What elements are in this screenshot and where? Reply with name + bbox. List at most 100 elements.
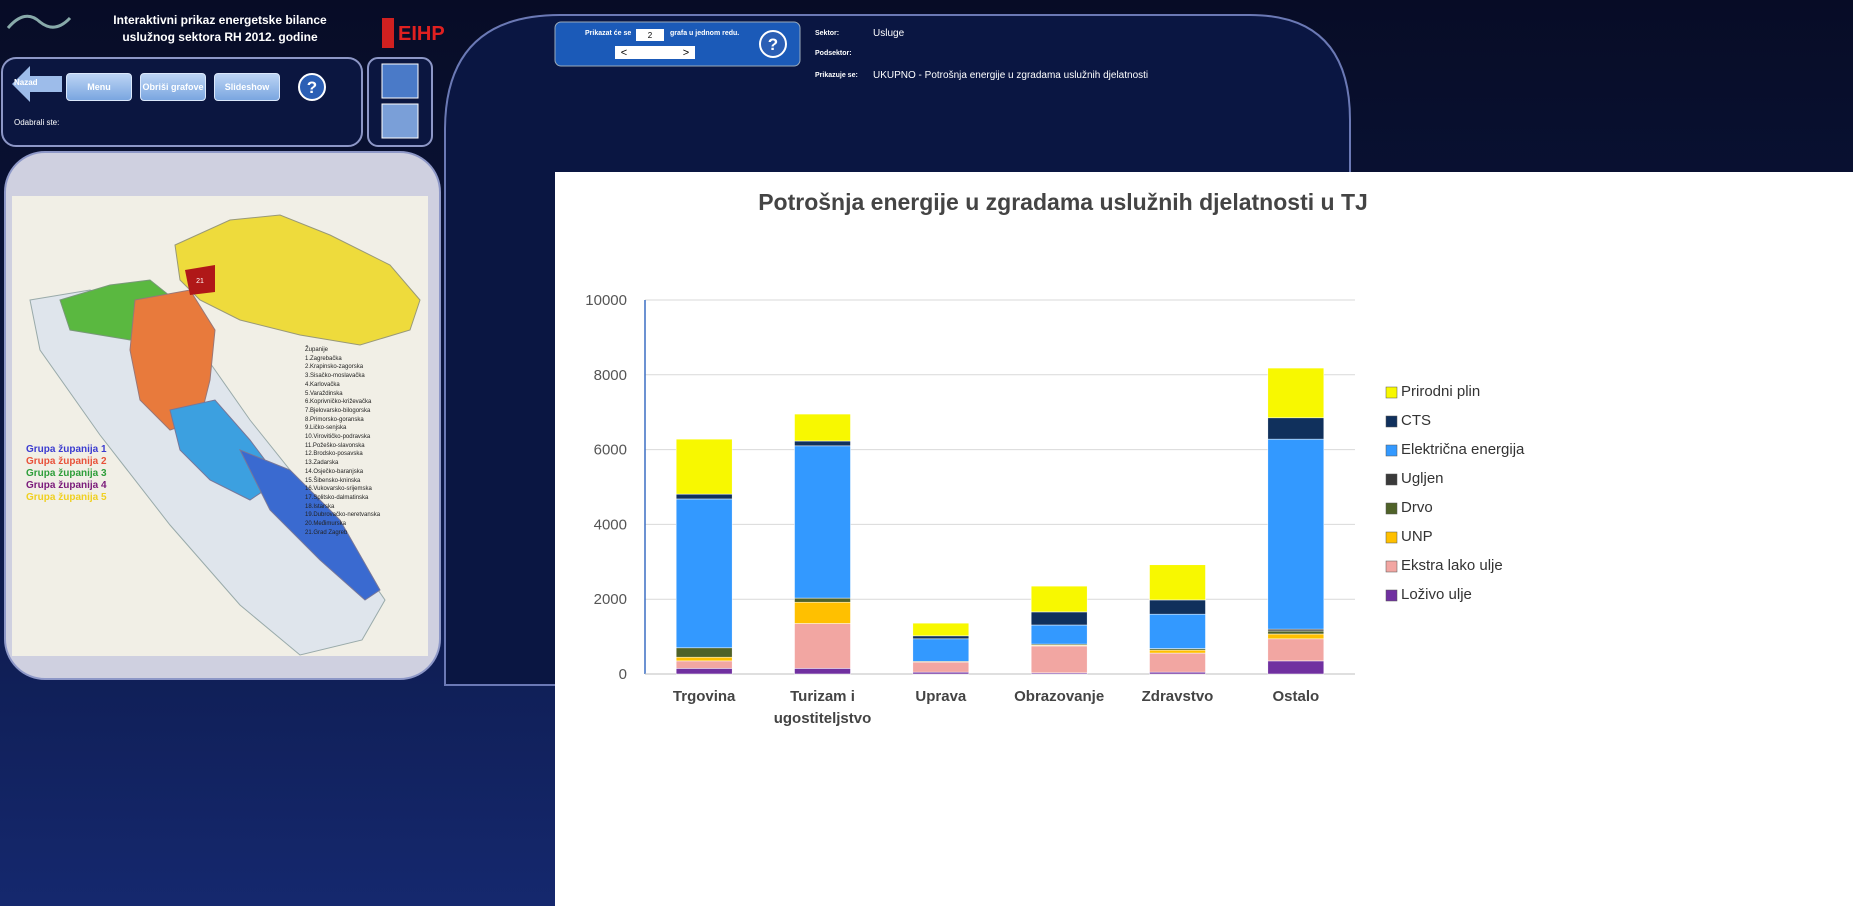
bar-segment — [1030, 585, 1088, 613]
map-group: Grupa županija 1 — [26, 444, 107, 455]
bar-segment — [1149, 599, 1206, 615]
chart-area — [555, 172, 1853, 906]
bar-segment — [912, 622, 970, 637]
chart-title: Potrošnja energije u zgradama uslužnih d… — [758, 189, 1368, 215]
county: 18.Istarska — [305, 503, 335, 510]
bar-segment — [675, 656, 733, 662]
slideshow-button[interactable]: Slideshow — [214, 73, 280, 101]
bar-segment — [675, 498, 733, 649]
county: 20.Međimurska — [305, 521, 347, 528]
bar-segment — [794, 601, 851, 624]
bar-segment — [1149, 649, 1206, 654]
menu-button[interactable]: Menu — [66, 73, 132, 101]
county: 12.Brodsko-posavska — [305, 451, 363, 458]
bar-segment — [675, 647, 733, 658]
bar-segment — [1267, 438, 1325, 630]
showing-value: UKUPNO - Potrošnja energije u zgradama u… — [873, 70, 1149, 81]
back-arrow[interactable] — [12, 66, 62, 102]
map-marker: 21 — [196, 278, 204, 285]
bar-segment — [1267, 638, 1325, 662]
county: 13.Zadarska — [305, 460, 339, 467]
map-group: Grupa županija 2 — [26, 456, 107, 467]
county: 2.Krapinsko-zagorska — [305, 364, 364, 371]
count-input[interactable] — [636, 29, 664, 41]
x-tick-label: Trgovina — [672, 688, 736, 705]
legend-label: Ekstra lako ulje — [1401, 557, 1503, 574]
county: 4.Karlovačka — [305, 381, 340, 388]
bar-segment — [1149, 613, 1206, 649]
prev-arrow[interactable]: < — [621, 47, 627, 59]
bar-segment — [1030, 611, 1088, 626]
map-group: Grupa županija 4 — [26, 480, 107, 491]
region-4[interactable] — [185, 265, 215, 295]
bar-segment — [1030, 624, 1088, 645]
bar-segment — [1149, 671, 1206, 675]
bar-segment — [794, 440, 851, 447]
bar-segment — [1267, 660, 1325, 675]
y-tick-label: 8000 — [594, 367, 627, 384]
back-label[interactable]: Nazad — [14, 78, 38, 87]
bar-segment — [1267, 628, 1325, 632]
logo-bar — [382, 18, 394, 48]
bar-segment — [1030, 645, 1088, 674]
logo-text: EIHP — [398, 23, 445, 45]
bar-segment — [675, 668, 733, 675]
app-title: Interaktivni prikaz energetske bilance u… — [85, 12, 355, 46]
bar-segment — [1267, 630, 1325, 635]
bar-segment — [794, 413, 851, 442]
county-list: Županije 1.Zagrebačka 2.Krapinsko-zagorsk… — [305, 346, 380, 537]
bar-segment — [1149, 564, 1206, 601]
next-arrow[interactable]: > — [683, 47, 689, 59]
legend-swatch — [1385, 502, 1398, 515]
legend-swatch — [1385, 560, 1398, 573]
county: 3.Sisačko-moslavačka — [305, 373, 365, 380]
map-group-legend: Grupa županija 1 Grupa županija 2 Grupa žu… — [26, 444, 107, 504]
clear-button[interactable]: Obriši grafove — [140, 73, 206, 101]
legend-label: UNP — [1401, 528, 1433, 545]
bar-segment — [912, 635, 970, 640]
county: 15.Šibensko-kninska — [305, 477, 361, 484]
county: 9.Ličko-senjska — [305, 425, 347, 432]
county: 5.Varaždinska — [305, 390, 343, 397]
county: 6.Koprivničko-križevačka — [305, 399, 372, 406]
bar-segment — [794, 597, 851, 603]
legend-label: Prirodni plin — [1401, 383, 1481, 400]
y-tick-label: 6000 — [594, 442, 627, 459]
county: 17.Splitsko-dalmatinska — [305, 494, 369, 501]
showing-label: Prikazuje se: — [815, 72, 858, 79]
map-group: Grupa županija 5 — [26, 492, 107, 503]
county: 8.Primorsko-goranska — [305, 416, 364, 423]
subsector-label: Podsektor: — [815, 50, 852, 57]
bar-segment — [912, 671, 970, 675]
legend-label: CTS — [1401, 412, 1431, 429]
scrollbar[interactable] — [615, 46, 695, 59]
county: 21.Grad Zagreb — [305, 529, 348, 536]
county: 10.Virovitičko-podravska — [305, 434, 371, 441]
county: 1.Zagrebačka — [305, 355, 342, 362]
mail-icon[interactable] — [381, 103, 419, 139]
legend-swatch — [1385, 415, 1398, 428]
help-button[interactable] — [298, 73, 326, 101]
word-icon[interactable] — [381, 63, 419, 99]
bar-segment — [794, 668, 851, 675]
selected-label: Odabrali ste: — [14, 118, 60, 127]
app-title-line: uslužnog sektora RH 2012. godine — [122, 30, 318, 44]
logo-icon — [6, 14, 72, 29]
county-title: Županije — [305, 347, 329, 353]
legend-swatch — [1385, 531, 1398, 544]
bar-segment — [675, 493, 733, 500]
bar-segment — [1149, 652, 1206, 673]
count-text: 2 — [648, 31, 653, 40]
legend-swatch — [1385, 589, 1398, 602]
bar-segment — [912, 661, 970, 673]
county: 14.Osječko-baranjska — [305, 468, 364, 475]
show-suffix: grafa u jednom redu. — [670, 30, 740, 37]
legend-label: Loživo ulje — [1401, 586, 1472, 603]
bar-segment — [794, 445, 851, 599]
sector-value: Usluge — [873, 28, 905, 39]
legend-label: Električna energija — [1401, 441, 1525, 458]
control-help[interactable] — [759, 30, 787, 58]
bar-segment — [1267, 417, 1325, 440]
